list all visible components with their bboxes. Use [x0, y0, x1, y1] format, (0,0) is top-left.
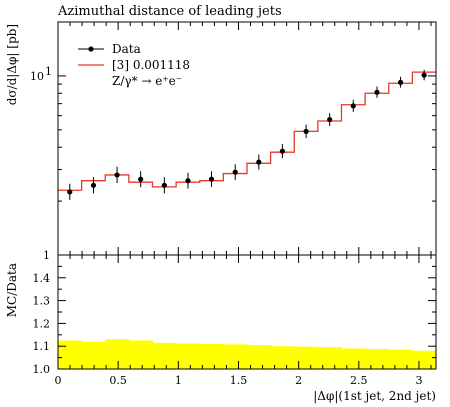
- mc-step-line: [58, 71, 436, 191]
- data-point: [114, 172, 120, 178]
- ratio-band-bin: [365, 348, 390, 369]
- data-point: [374, 89, 380, 95]
- data-point: [350, 103, 356, 109]
- data-point: [232, 169, 238, 175]
- data-point: [185, 178, 191, 184]
- ratio-band-bin: [176, 343, 201, 369]
- x-tick-label: 0.5: [109, 374, 127, 387]
- ratio-band-bin: [247, 345, 272, 369]
- ratio-y-tick-label: 1.3: [33, 295, 51, 308]
- ratio-band-bin: [128, 340, 153, 369]
- main-panel: [57, 21, 437, 256]
- ratio-band-bin: [341, 348, 366, 369]
- y-tick-label-exponent: 1: [45, 65, 52, 78]
- main-frame: [57, 21, 437, 256]
- data-point: [138, 176, 144, 182]
- x-tick-label: 3: [415, 374, 422, 387]
- y-tick-label: 10: [30, 70, 44, 83]
- x-tick-label: 2: [295, 374, 302, 387]
- ratio-band-bin: [152, 342, 177, 369]
- ratio-band-bin: [81, 341, 106, 369]
- ratio-band-bin: [317, 347, 342, 369]
- ratio-band-bin: [223, 344, 248, 369]
- data-point: [161, 182, 167, 188]
- x-tick-label: 1.5: [230, 374, 248, 387]
- y-tick-label: 1: [43, 249, 50, 262]
- ratio-y-axis-label: MC/Data: [5, 263, 19, 317]
- data-point: [303, 128, 309, 134]
- ratio-y-tick-label: 1.4: [33, 272, 51, 285]
- ratio-y-tick-label: 1.2: [33, 317, 51, 330]
- chart-title: Azimuthal distance of leading jets: [57, 4, 282, 19]
- data-point: [327, 117, 333, 123]
- data-point: [67, 189, 73, 195]
- x-axis-label: |Δφ|(1st jet, 2nd jet): [313, 389, 436, 403]
- data-point: [279, 148, 285, 154]
- ratio-band-bin: [388, 349, 413, 369]
- data-point: [208, 176, 215, 182]
- ratio-panel: [57, 254, 437, 370]
- ratio-y-tick-label: 1.1: [33, 340, 51, 353]
- x-tick-label: 2.5: [350, 374, 368, 387]
- ratio-y-tick-label: 1.0: [33, 363, 51, 376]
- legend-label: [3] 0.001118: [112, 58, 190, 72]
- legend-process-label: Z/γ* → e⁺e⁻: [112, 74, 182, 88]
- y-axis-label: dσ/d|Δφ| [pb]: [5, 24, 19, 105]
- ratio-band-bin: [270, 346, 295, 369]
- ratio-band-bin: [412, 350, 437, 369]
- data-point: [90, 182, 97, 188]
- x-tick-label: 1: [175, 374, 182, 387]
- ratio-band-bin: [58, 340, 83, 369]
- ratio-band-bin: [294, 346, 319, 369]
- data-point: [397, 79, 404, 85]
- legend-data-marker: [88, 46, 94, 52]
- legend-label: Data: [112, 42, 141, 56]
- data-point: [421, 72, 427, 78]
- data-point: [256, 159, 262, 165]
- x-tick-label: 0: [55, 374, 62, 387]
- ratio-band-bin: [199, 343, 224, 369]
- ratio-band-bin: [105, 339, 130, 369]
